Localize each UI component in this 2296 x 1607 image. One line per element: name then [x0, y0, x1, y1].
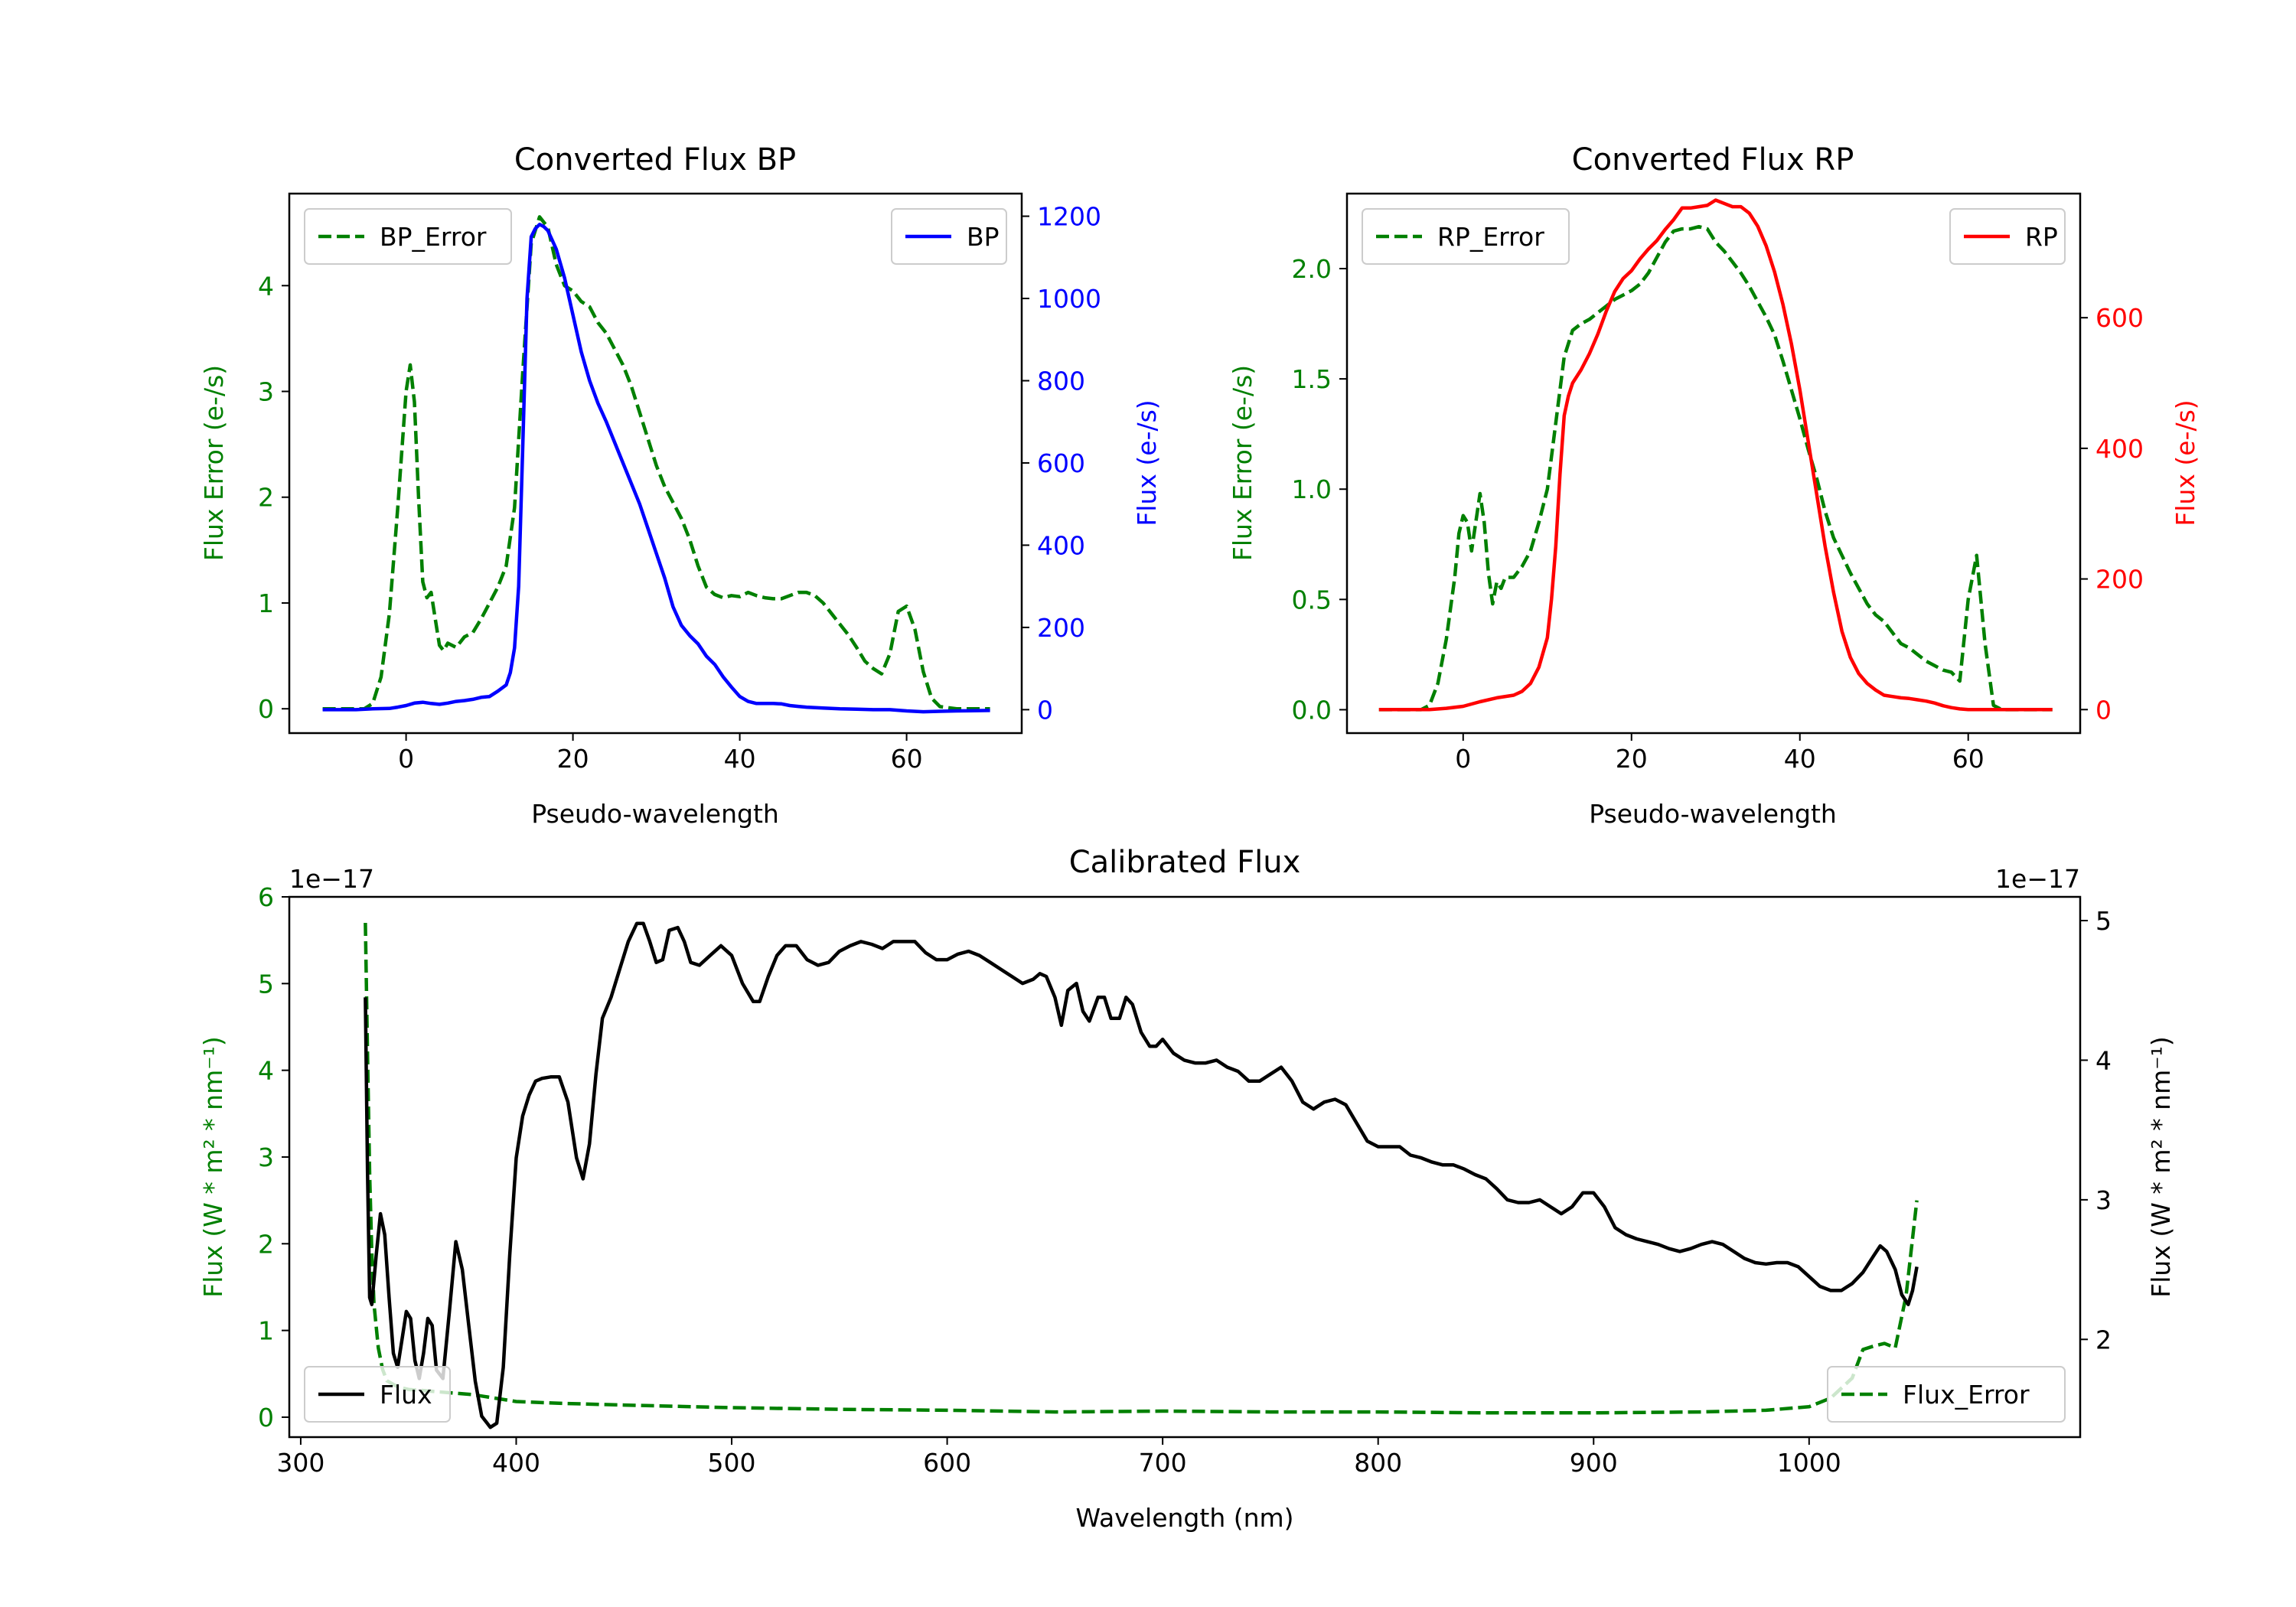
bp-left-ytick-label: 4 — [258, 271, 274, 301]
cal-xtick-label: 900 — [1570, 1448, 1618, 1478]
rp-xtick-label: 40 — [1784, 744, 1816, 774]
calibrated-panel: Calibrated Flux 300 400 500 600 700 800 900 100… — [198, 845, 2176, 1533]
rp-right-ytick-label: 0 — [2095, 695, 2112, 725]
bp-right-ytick-label: 600 — [1037, 448, 1085, 478]
rp-axes-frame — [1345, 192, 2082, 735]
rp-left-ytick-label: 1.5 — [1292, 364, 1332, 394]
cal-right-offset-text: 1e−17 — [1995, 864, 2080, 894]
cal-xtick-label: 800 — [1354, 1448, 1402, 1478]
cal-axes-frame — [288, 895, 2082, 1439]
cal-left-ytick-label: 5 — [258, 969, 274, 999]
legend-label: Flux — [380, 1380, 432, 1410]
legend-label: BP — [967, 222, 1000, 252]
bp-right-ytick-label: 1200 — [1037, 202, 1101, 232]
cal-series-flux — [364, 921, 1919, 1429]
cal-xtick-label: 500 — [708, 1448, 756, 1478]
rp-right-ytick-label: 600 — [2095, 303, 2144, 333]
rp-left-ytick-label: 1.0 — [1292, 474, 1332, 504]
rp-xtick-label: 60 — [1952, 744, 1985, 774]
cal-xtick-label: 1000 — [1777, 1448, 1841, 1478]
rp-left-ytick-label: 2.0 — [1292, 254, 1332, 284]
bp-series-bp-error — [322, 215, 990, 711]
cal-right-ytick-label: 2 — [2095, 1325, 2112, 1354]
rp-series-rp-error — [1378, 224, 2053, 712]
cal-left-ytick-label: 2 — [258, 1229, 274, 1259]
bp-series-bp — [322, 223, 990, 714]
rp-right-ylabel: Flux (e-/s) — [2170, 399, 2200, 526]
cal-right-ytick-label: 3 — [2095, 1185, 2112, 1215]
rp-right-ytick-label: 400 — [2095, 434, 2144, 464]
rp-left-ytick-label: 0.0 — [1292, 695, 1332, 725]
rp-panel: Converted Flux RP 0 20 40 60 0.0 0.5 1.0 1.5 2.0… — [1228, 142, 2200, 829]
rp-legend-rp-error: RP_Error — [1362, 208, 1570, 265]
rp-right-ytick-label: 200 — [2095, 565, 2144, 595]
cal-right-ytick-label: 4 — [2095, 1045, 2112, 1075]
bp-legend-bp: BP — [891, 208, 1007, 265]
cal-left-ylabel: Flux (W * m² * nm⁻¹) — [198, 1036, 228, 1298]
cal-left-ytick-label: 6 — [258, 882, 274, 912]
cal-xtick-label: 300 — [276, 1448, 325, 1478]
cal-left-ytick-label: 1 — [258, 1316, 274, 1346]
cal-left-ytick-label: 0 — [258, 1403, 274, 1433]
bp-left-ylabel: Flux Error (e-/s) — [199, 365, 229, 561]
cal-xlabel: Wavelength (nm) — [1075, 1503, 1293, 1533]
cal-xtick-label: 700 — [1139, 1448, 1187, 1478]
legend-label: BP_Error — [380, 222, 487, 252]
cal-left-ytick-label: 4 — [258, 1056, 274, 1086]
bp-legend-bp-error: BP_Error — [304, 208, 512, 265]
bp-right-ytick-label: 200 — [1037, 613, 1085, 643]
cal-left-offset-text: 1e−17 — [289, 864, 374, 894]
cal-right-ytick-label: 5 — [2095, 906, 2112, 936]
bp-left-ytick-label: 0 — [258, 694, 274, 724]
cal-left-ytick-label: 3 — [258, 1143, 274, 1172]
cal-title: Calibrated Flux — [1069, 845, 1301, 880]
bp-xtick-label: 0 — [398, 744, 414, 774]
bp-right-ylabel: Flux (e-/s) — [1132, 399, 1162, 526]
rp-xtick-label: 0 — [1455, 744, 1471, 774]
rp-title: Converted Flux RP — [1572, 142, 1854, 178]
bp-xtick-label: 40 — [724, 744, 756, 774]
bp-right-ytick-label: 1000 — [1037, 284, 1101, 314]
rp-left-ylabel: Flux Error (e-/s) — [1228, 365, 1257, 561]
rp-plot-area: 0 20 40 60 0.0 0.5 1.0 1.5 2.0 0 200 400 600 RP_Error… — [1292, 192, 2144, 774]
bp-plot-area: 0 20 40 6001234020040060080010001200BP_Erro… — [258, 192, 1101, 774]
cal-legend-flux-error: Flux_Error — [1827, 1366, 2066, 1423]
bp-xtick-label: 60 — [891, 744, 923, 774]
rp-xtick-label: 20 — [1616, 744, 1648, 774]
legend-label: RP_Error — [1437, 222, 1544, 252]
bp-right-ytick-label: 0 — [1037, 695, 1053, 725]
cal-legend-flux: Flux — [304, 1366, 451, 1423]
rp-series-rp — [1378, 198, 2053, 712]
cal-right-ylabel: Flux (W * m² * nm⁻¹) — [2146, 1036, 2176, 1298]
rp-left-ytick-label: 0.5 — [1292, 585, 1332, 614]
bp-title: Converted Flux BP — [514, 142, 796, 178]
cal-xtick-label: 600 — [923, 1448, 971, 1478]
legend-label: Flux_Error — [1903, 1380, 2030, 1410]
cal-plot-area: 300 400 500 600 700 800 900 1000 0 1 2 3 4 5 6 2 3 4 5 Flux… — [258, 882, 2112, 1478]
rp-legend-rp: RP — [1949, 208, 2066, 265]
bp-panel: Converted Flux BP 0 20 40 60012340200400600… — [199, 142, 1162, 829]
bp-left-ytick-label: 2 — [258, 483, 274, 513]
bp-xtick-label: 20 — [557, 744, 589, 774]
cal-xtick-label: 400 — [492, 1448, 540, 1478]
bp-left-ytick-label: 3 — [258, 377, 274, 407]
rp-xlabel: Pseudo-wavelength — [1589, 799, 1837, 829]
bp-right-ytick-label: 800 — [1037, 366, 1085, 396]
bp-right-ytick-label: 400 — [1037, 530, 1085, 560]
bp-xlabel: Pseudo-wavelength — [531, 799, 779, 829]
legend-label: RP — [2025, 222, 2058, 252]
bp-left-ytick-label: 1 — [258, 588, 274, 618]
